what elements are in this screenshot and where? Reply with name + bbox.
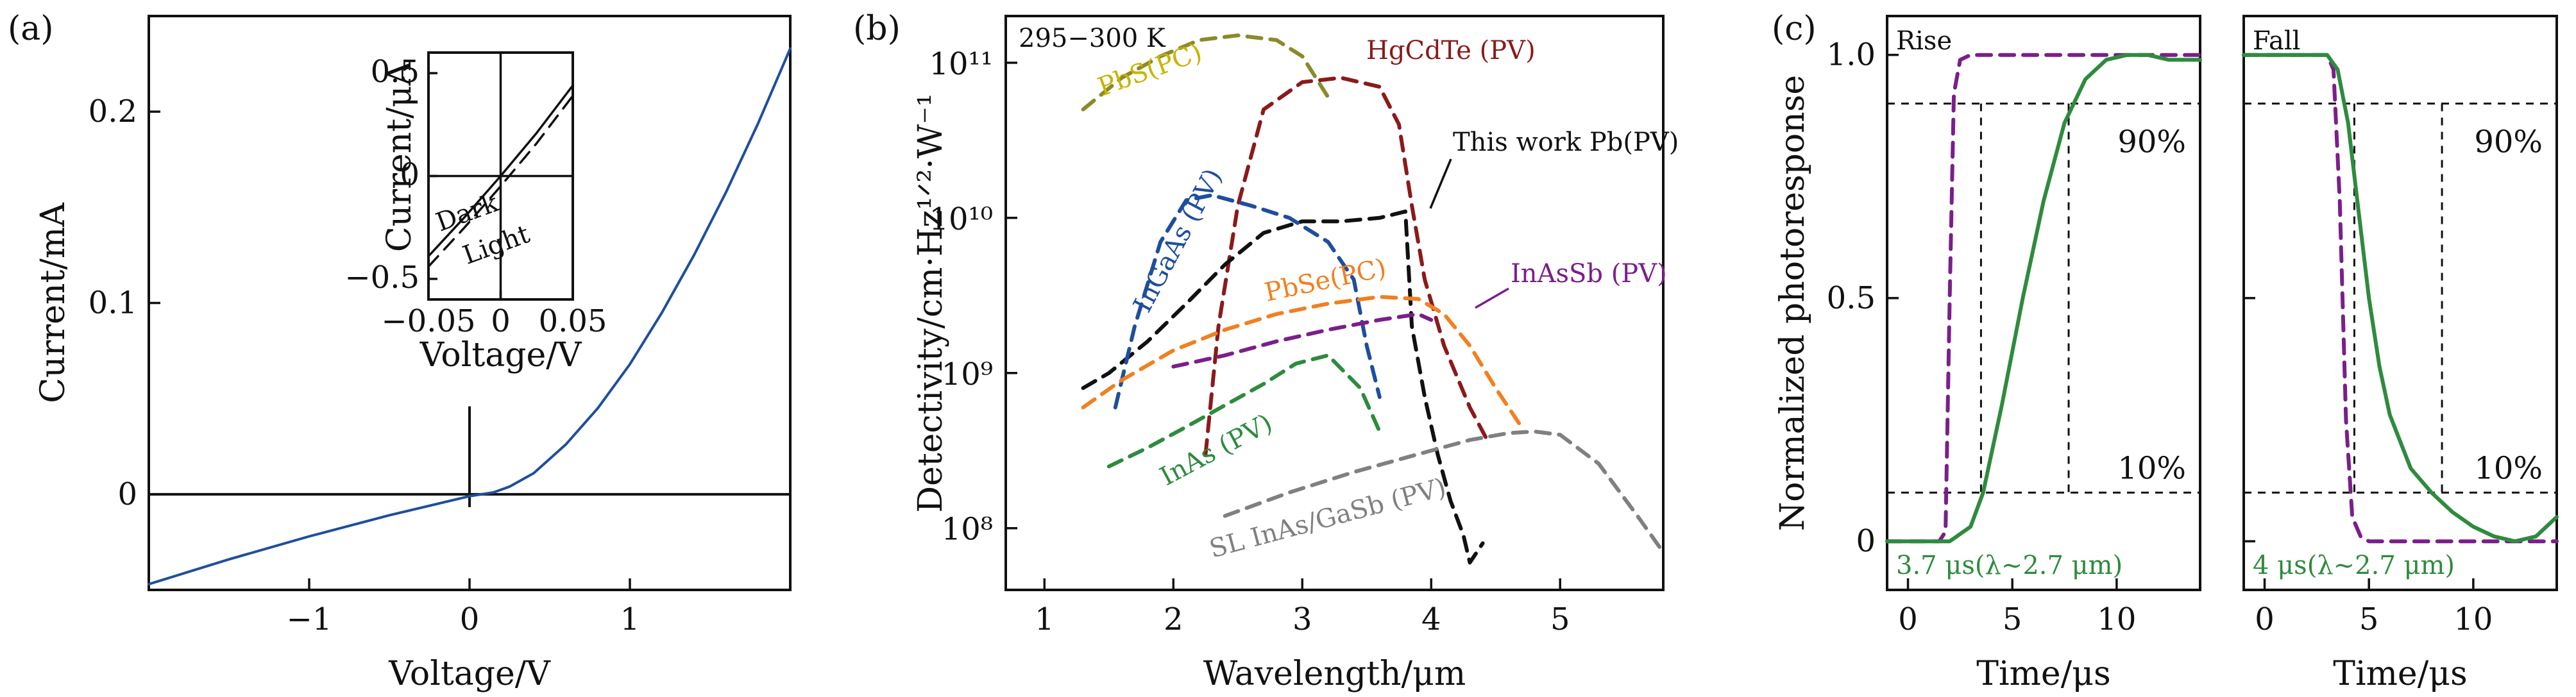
panel-c-rise-xtick-label: 5 [2003, 601, 2022, 637]
panel-b-series-4 [1081, 294, 1523, 429]
inset-xtick-label: −0.05 [381, 303, 475, 339]
panel-a-ytick-label: 0.1 [89, 285, 137, 321]
panel-b-xlabel: Wavelength/μm [1203, 655, 1466, 693]
panel-b-xtick-label: 2 [1164, 601, 1183, 637]
panel-b-series-label-5: InAsSb (PV) [1511, 259, 1667, 289]
panel-b-xtick-label: 1 [1035, 601, 1055, 637]
panel-a-xlabel: Voltage/V [388, 655, 551, 693]
inset-xtick-label: 0.05 [539, 303, 607, 339]
panel-b-series-3 [1113, 193, 1382, 410]
panel-a-iv-curve [148, 47, 792, 585]
inset-ytick-label: 0.5 [371, 54, 419, 90]
this-work-leader [1429, 158, 1452, 209]
panel-c-fall-curve-1 [2242, 53, 2559, 544]
panel-c-fall-xtick-label: 10 [2453, 601, 2493, 637]
panel-b-ytick-label: 10⁹ [942, 357, 993, 392]
panel-a-xtick-label: −1 [287, 601, 332, 637]
panel-c-ylabel: Normalized photoresponse [1774, 75, 1812, 531]
panel-b-series-label-1: HgCdTe (PV) [1366, 36, 1536, 65]
panel-c-rise-10pct-label: 10% [2117, 450, 2186, 486]
inset-ylabel: Current/μA [380, 61, 419, 252]
inset-xlabel: Voltage/V [419, 336, 582, 374]
panel-c-rise-xtick-label: 0 [1898, 601, 1918, 637]
panel-b-series-label-2: This work Pb(PV) [1453, 128, 1679, 157]
panel-b-series-2 [1081, 209, 1485, 565]
panel-c-rise-curve-1 [1885, 53, 2202, 544]
panel-c-fall-90pct-label: 90% [2474, 124, 2543, 160]
inset-curve-dark [427, 84, 574, 258]
panel-a-ytick-label: 0 [117, 476, 137, 512]
panel-c-fall-frame [2242, 15, 2558, 591]
panel-b-series-1 [1203, 76, 1491, 457]
panel-b-series-0 [1081, 33, 1330, 112]
panel-c-fall-xlabel: Time/μs [2333, 655, 2467, 693]
panel-c-rise-90pct-label: 90% [2117, 124, 2186, 160]
panel-c-fall-response-time: 4 μs(λ~2.7 μm) [2253, 551, 2455, 580]
panel-c-fall-curve-0 [2242, 53, 2559, 544]
panel-b-frame [1004, 15, 1665, 591]
panel-b-xtick-label: 4 [1421, 601, 1441, 637]
panel-b-ylabel: Detectivity/cm·Hz¹ᐟ²·W⁻¹ [911, 93, 950, 512]
panel-b-ytick-label: 10¹⁰ [929, 201, 993, 237]
panel-c-label: (c) [1772, 10, 1817, 48]
inset-curve-light [427, 94, 574, 268]
panel-c-fall-title: Fall [2253, 26, 2300, 56]
inset-legend-dark: Dark [432, 188, 503, 237]
panel-b-series-5 [1171, 312, 1434, 369]
panel-b-series-label-7: SL InAs/GaSb (PV) [1207, 473, 1450, 564]
panel-b-label: (b) [853, 10, 901, 48]
panel-a-xtick-label: 0 [460, 601, 480, 637]
panel-b-series-label-6: InAs (PV) [1155, 408, 1277, 492]
panel-b-ytick-label: 10⁸ [942, 512, 993, 548]
panel-a-ytick-label: 0.2 [89, 94, 137, 130]
panel-c-rise-ytick-label: 0.5 [1827, 280, 1876, 316]
inset-ytick-label: −0.5 [344, 260, 419, 296]
panel-b-ytick-label: 10¹¹ [929, 46, 993, 82]
panel-c-rise-xtick-label: 10 [2097, 601, 2136, 637]
panel-c-fall-xtick-label: 5 [2359, 601, 2379, 637]
panel-c-fall-xtick-label: 0 [2255, 601, 2275, 637]
panel-b-series-7 [1223, 429, 1665, 555]
panel-c-rise-title: Rise [1896, 26, 1952, 56]
panel-b-temperature: 295−300 K [1019, 24, 1166, 53]
panel-a-ylabel: Current/mA [34, 202, 72, 403]
inset-xtick-label: 0 [491, 303, 511, 339]
panel-c-rise-xlabel: Time/μs [1976, 655, 2110, 693]
panel-b-xtick-label: 3 [1292, 601, 1312, 637]
panel-a-xtick-label: 1 [620, 601, 640, 637]
panel-b-xtick-label: 5 [1550, 601, 1570, 637]
panel-b-series-label-3: InGaAs (PV) [1128, 164, 1228, 317]
panel-c-rise-ytick-label: 1.0 [1827, 37, 1876, 73]
panel-a-label: (a) [8, 10, 54, 48]
inset-ytick-label: 0 [400, 157, 419, 193]
panel-c-fall-10pct-label: 10% [2474, 450, 2543, 486]
panel-c-rise-frame [1886, 15, 2201, 591]
panel-c-rise-response-time: 3.7 μs(λ~2.7 μm) [1896, 551, 2123, 580]
panel-b-series-6 [1106, 353, 1382, 469]
inassb-leader [1475, 287, 1509, 309]
panel-c-rise-ytick-label: 0 [1856, 523, 1876, 559]
